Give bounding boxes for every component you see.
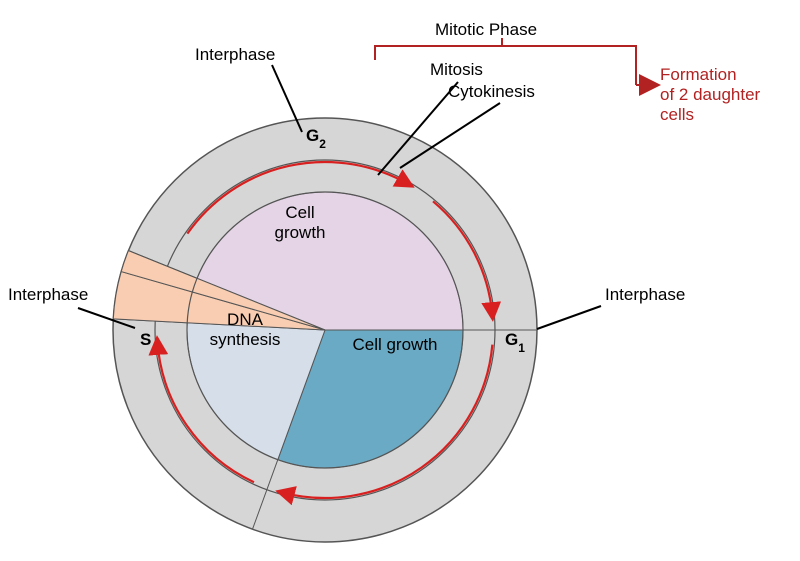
label-s-inner-1: DNA (227, 310, 264, 329)
label-g1-inner: Cell growth (352, 335, 437, 354)
label-daughter-3: cells (660, 105, 694, 124)
label-g2-inner-2: growth (274, 223, 325, 242)
label-interphase-top: Interphase (195, 45, 275, 64)
label-interphase-right: Interphase (605, 285, 685, 304)
label-interphase-left: Interphase (8, 285, 88, 304)
label-s-inner-2: synthesis (210, 330, 281, 349)
label-daughter-2: of 2 daughter (660, 85, 761, 104)
mitotic-bracket (375, 46, 636, 60)
pointer-line (537, 306, 601, 329)
label-cytokinesis: Cytokinesis (448, 82, 535, 101)
phase-label-S: S (140, 330, 151, 349)
label-mitotic-phase: Mitotic Phase (435, 20, 537, 39)
label-daughter-1: Formation (660, 65, 737, 84)
label-g2-inner-1: Cell (285, 203, 314, 222)
label-mitosis: Mitosis (430, 60, 483, 79)
